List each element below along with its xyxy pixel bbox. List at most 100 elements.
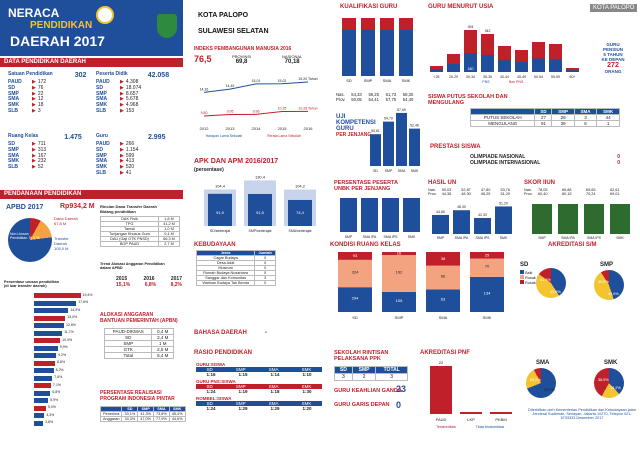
sp-list: PAUD ▶ 172 SD ▶ 76 SMP ▶ 22 SMA ▶ 12 SMK ▶ 18 SLB ▶ 3	[8, 79, 88, 115]
iiun-bar	[610, 204, 630, 234]
table-row: BOP PAUD 2,7 M	[99, 241, 180, 247]
iiun-prov: 80,15	[562, 192, 572, 196]
pnf-bar	[460, 412, 482, 414]
iiun-cat: SMP	[538, 236, 546, 240]
transfer-table: DAK Fisik 1,8 M TPG 41,2 M Tamsil 1,0 M Tunjan…	[99, 216, 180, 247]
persen-bar	[34, 383, 52, 388]
footer: Diterbitkan oleh Kementerian Pendidikan …	[528, 408, 636, 420]
tren-t2: dalam APBD	[100, 266, 123, 270]
palopo-logo	[157, 14, 177, 38]
pnf-title: AKREDITASI PNF	[420, 350, 470, 356]
list-label: SMK	[8, 102, 20, 109]
rasio-val: 1:18	[270, 389, 280, 394]
putus-t2: MENGULANG	[428, 100, 465, 106]
apk-val: 130,4	[255, 176, 266, 179]
rasio-val: 1:16	[206, 372, 216, 377]
usia-bar	[430, 66, 443, 72]
pnf-cat: PAUD	[436, 417, 447, 422]
usia-pns-bar	[464, 53, 477, 72]
kondisi-rb	[338, 252, 372, 260]
usia-bar	[566, 68, 579, 72]
apk-cat: SMP/sederajat	[249, 229, 272, 233]
iiun-nas: 66,88	[562, 188, 572, 192]
iiun-cat: SMA IPA	[561, 236, 575, 240]
ipm-hls-label: 14,16	[200, 87, 209, 91]
rasio-col: SMA	[268, 367, 279, 372]
unbk-bar	[382, 198, 399, 232]
kual-prov-lbl: Prov.	[336, 97, 346, 102]
kondisi-baik	[382, 291, 416, 312]
tren-box: 2015 2016 2017 15,1% 6,8% 8,2%	[116, 276, 182, 288]
pensiun-t2: PENSIUN	[602, 47, 623, 52]
list-item: SMK ▶ 4.968	[96, 102, 182, 109]
akr-sma-label: SMA	[536, 360, 550, 366]
rasio-val: 1:20	[302, 406, 312, 411]
kondisi-rr	[470, 258, 504, 277]
kual-nas: 59,25	[368, 92, 379, 97]
rasio-val: 1:30	[302, 389, 312, 394]
prestasi-v1: 0	[617, 154, 620, 160]
pendanaan-title: PENDANAAN PENDIDIKAN	[4, 191, 82, 197]
list-label: SLB	[8, 107, 18, 114]
rasio-col: SD	[206, 384, 213, 389]
tren-pct: 8,2%	[170, 282, 182, 288]
table-cell: Total	[103, 352, 153, 359]
hasil-nas-lbl: Nas.	[428, 188, 436, 192]
ipm-hls-label: 15,20 Tahun	[298, 77, 317, 81]
apm-val: 74,4	[296, 210, 305, 215]
bahasa-title: BAHASA DAERAH	[194, 330, 247, 336]
unbk-title: PERSENTASE PESERTA UNBK PER JENJANG	[334, 180, 398, 192]
persen-value: 13,0%	[67, 315, 78, 319]
ipm-hls-label: 15,01	[252, 79, 261, 83]
list-item: SD ▶ 1.154	[96, 147, 182, 154]
kondisi-cat: SMP	[395, 315, 404, 320]
list-item: SLB ▶ 3	[8, 107, 88, 115]
list-value: 18.074	[125, 84, 142, 91]
persen-value: 9,9%	[59, 345, 68, 349]
iiun-nas: 65,65	[586, 188, 596, 192]
usia-pns-bar	[447, 63, 460, 72]
hasil-prov: 51,20	[500, 192, 510, 196]
peserta-didik: Peserta Didik 42.058 PAUD ▶ 4.308 SD ▶ 18.074 S…	[96, 71, 182, 115]
table-cell: Penerima	[99, 411, 123, 417]
unbk-t1: PERSENTASE PESERTA	[334, 180, 398, 186]
table-cell: Rumah Budaya Nusantara	[195, 270, 256, 276]
iiun-prov: 70,24	[586, 192, 596, 196]
iiun-nas: 82,61	[610, 188, 620, 192]
apbd-label: APBD 2017	[6, 204, 44, 211]
pip-t2: PROGRAM INDONESIA PINTAR	[100, 396, 175, 402]
hasil-bar	[474, 217, 491, 234]
kondisi-cat: SMK	[483, 315, 492, 320]
akr-sd-label: SD	[520, 262, 529, 268]
rincian-title: Rincian Dana Transfer Daerah Bidang pendi…	[100, 204, 157, 214]
rasio-val: 1:29	[238, 406, 248, 411]
persen-bars: 19,4% 17,6% 14,3% 13,0% 12,5% 11,7% 10,9% 9,9% 9…	[4, 293, 94, 433]
table-row: DAU (Gaji GTK PNSD) 66,3 M	[99, 236, 180, 242]
pnf-bar	[490, 412, 512, 414]
table-cell: 73,8%	[153, 411, 170, 417]
hasil-prov: 44,35	[441, 192, 452, 196]
kebudayaan-table: Jenis Jumlah Cagar Budaya 0 Desa Adat 0 Museum…	[195, 250, 276, 286]
title-neraca: NERACA	[8, 6, 60, 20]
list-label: PAUD	[96, 79, 110, 86]
apm-val: 91,5	[256, 210, 265, 215]
kual-nas-lbl: Nas.	[336, 92, 345, 97]
rasio-val: 1:19	[238, 389, 248, 394]
table-row: PAUD-DIKMAS 0,4 M	[103, 328, 174, 335]
kual-cat: SMA	[383, 78, 392, 83]
arrow-icon: ▶	[120, 158, 124, 165]
bahasa-value: -	[265, 330, 267, 336]
rintisan-t1: SEKOLAH RINTISAN	[334, 350, 389, 356]
list-label: SLB	[96, 107, 106, 114]
ipm-title: INDEKS PEMBANGUNAN MANUSIA 2016	[194, 46, 292, 52]
usia-leg-non: Non PNS	[509, 80, 524, 84]
akr-sd-b: 43,5%	[550, 290, 561, 294]
kual-nas: 58,30	[402, 92, 414, 97]
hasil-nums: Nas. 50,03 52,87 47,80 53,76 Prov. 44,35 48,30 4…	[428, 188, 518, 196]
arrow-icon: ▶	[120, 107, 124, 114]
table-cell: 1	[596, 120, 620, 127]
table-row: Tunjangan Khusus Guru 0,4 M	[99, 231, 180, 237]
usia-pns: 180	[468, 67, 474, 71]
list-label: SLB	[8, 164, 18, 171]
list-label: SMA	[96, 158, 108, 165]
